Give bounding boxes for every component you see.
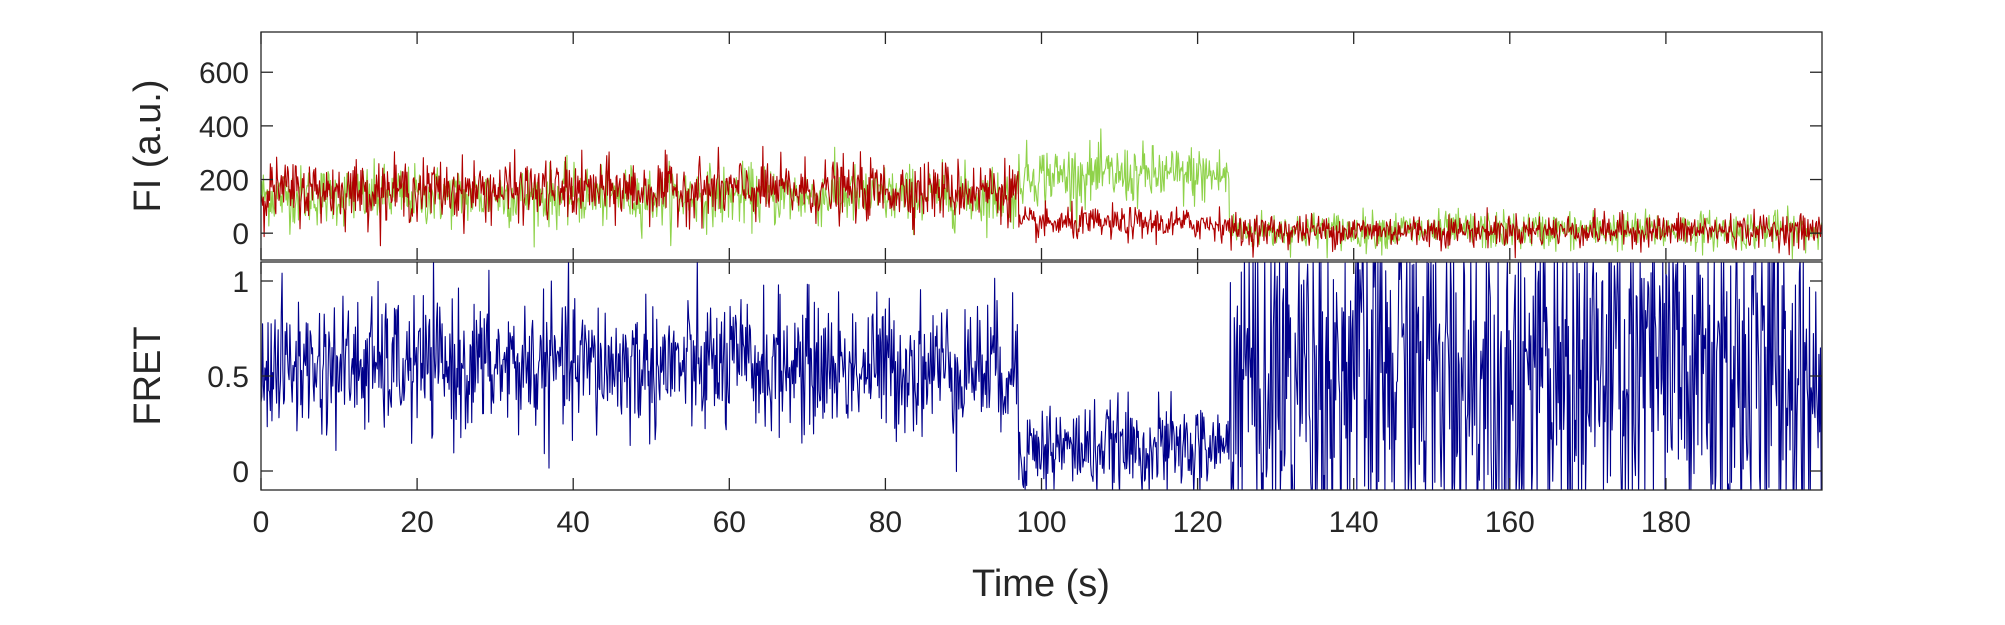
y-tick-label-0-0: 0 bbox=[232, 218, 249, 251]
x-tick-label-3: 60 bbox=[713, 506, 746, 539]
fluorescence-series-group bbox=[261, 128, 1822, 260]
x-tick-label-1: 20 bbox=[400, 506, 433, 539]
fret-y-axis-title: FRET bbox=[127, 326, 169, 425]
fluorescence-panel: 0 200 400 600 FI (a.u.) bbox=[127, 31, 1823, 261]
fluorescence-y-ticks: 0 200 400 600 bbox=[199, 32, 1822, 260]
fret-series-group bbox=[261, 262, 1822, 490]
series-line-0-1 bbox=[261, 145, 1822, 259]
x-tick-label-0: 0 bbox=[253, 506, 270, 539]
y-tick-label-0-3: 600 bbox=[199, 57, 249, 90]
x-tick-label-9: 180 bbox=[1641, 506, 1691, 539]
x-tick-label-6: 120 bbox=[1173, 506, 1223, 539]
fret-y-ticks: 00.51 bbox=[207, 266, 1822, 489]
x-tick-label-8: 160 bbox=[1485, 506, 1535, 539]
series-line-1-0 bbox=[261, 262, 1822, 490]
x-tick-label-2: 40 bbox=[557, 506, 590, 539]
fluorescence-y-axis-title: FI (a.u.) bbox=[127, 79, 169, 212]
x-tick-label-5: 100 bbox=[1016, 506, 1066, 539]
series-line-0-0 bbox=[261, 128, 1822, 260]
fret-panel: 00.51 0 20 40 60 80 100 120 140 160 180 FRET Time… bbox=[127, 261, 1823, 605]
x-tick-label-7: 140 bbox=[1329, 506, 1379, 539]
y-tick-label-1-2: 1 bbox=[232, 266, 249, 299]
x-tick-label-4: 80 bbox=[869, 506, 902, 539]
y-tick-label-1-1: 0.5 bbox=[207, 361, 249, 394]
time-x-axis-title: Time (s) bbox=[972, 563, 1110, 605]
time-x-ticks: 0 20 40 60 80 100 120 140 160 180 bbox=[253, 262, 1691, 539]
y-tick-label-1-0: 0 bbox=[232, 456, 249, 489]
y-tick-label-0-1: 200 bbox=[199, 165, 249, 198]
y-tick-label-0-2: 400 bbox=[199, 111, 249, 144]
